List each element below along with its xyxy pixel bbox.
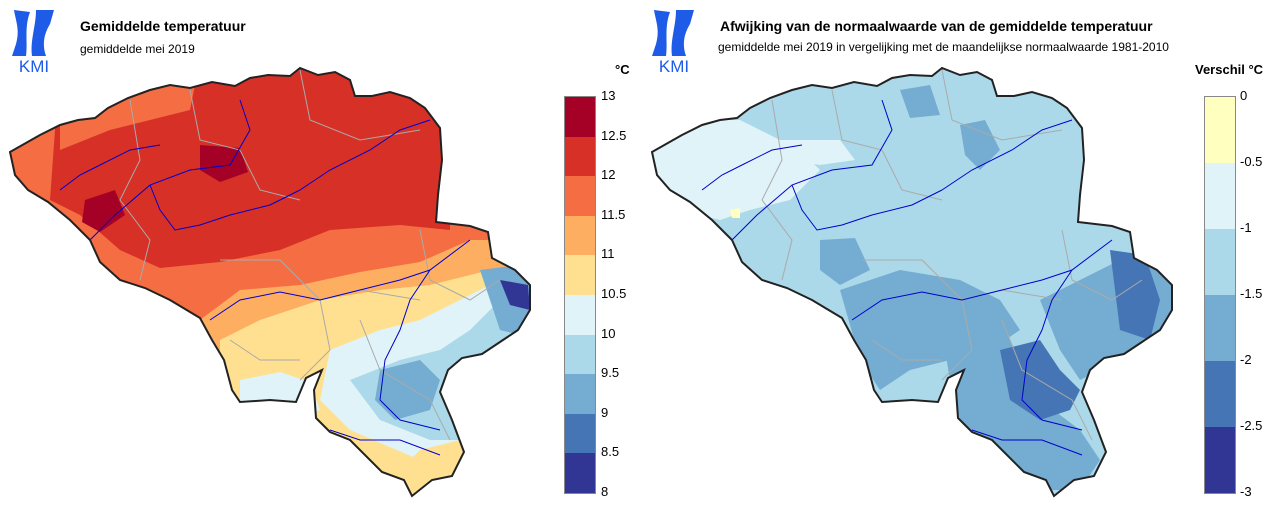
legend-tick-label: 10.5 xyxy=(601,286,627,301)
legend-tick-label: 11.5 xyxy=(601,206,626,222)
legend-tick-label: 13 xyxy=(601,88,616,103)
legend-tick-label: 8.5 xyxy=(601,444,620,460)
legend-tick-label: -2 xyxy=(1240,352,1252,367)
legend-unit: Verschil °C xyxy=(1195,62,1264,77)
legend-swatch xyxy=(565,136,595,177)
legend-tick-label: 0 xyxy=(1240,88,1248,103)
legend-tick-label: 9 xyxy=(601,404,609,420)
legend-swatch xyxy=(1205,361,1235,427)
country-border xyxy=(8,66,531,498)
logo-text: KMI xyxy=(659,57,689,74)
legend-tick-label: 8 xyxy=(601,484,609,499)
map-title: Gemiddelde temperatuur xyxy=(80,18,246,34)
kmi-logo: KMI xyxy=(6,4,62,76)
legend-swatch xyxy=(565,413,595,454)
legend-tick-label: -1 xyxy=(1240,220,1252,235)
kmi-logo: KMI xyxy=(646,4,702,76)
belgium-temperature-map xyxy=(8,66,531,498)
legend-tick-label: 9.5 xyxy=(601,365,620,381)
legend-tick-label: -1.5 xyxy=(1240,286,1263,301)
legend-swatch xyxy=(565,374,595,414)
legend-swatch xyxy=(565,176,595,216)
country-border xyxy=(650,66,1173,498)
anomaly-map-panel: KMI Afwijking van de normaalwaarde van d… xyxy=(640,0,1280,507)
map-subtitle: gemiddelde mei 2019 xyxy=(80,42,195,56)
map-subtitle: gemiddelde mei 2019 in vergelijking met … xyxy=(718,40,1169,54)
legend-tick-label: 10 xyxy=(601,325,616,341)
legend-tick-label: 12.5 xyxy=(601,127,627,143)
legend-swatch xyxy=(565,453,595,493)
legend-swatch xyxy=(565,255,595,295)
logo-text: KMI xyxy=(19,57,49,74)
legend-tick-label: -2.5 xyxy=(1240,418,1263,433)
belgium-anomaly-map xyxy=(650,66,1173,498)
legend-swatch xyxy=(565,294,595,335)
legend-swatch xyxy=(1205,97,1235,163)
map-title: Afwijking van de normaalwaarde van de ge… xyxy=(720,18,1153,34)
legend-swatch xyxy=(565,215,595,256)
legend-tick-label: 12 xyxy=(601,167,616,183)
temperature-map-panel: KMI Gemiddelde temperatuur gemiddelde me… xyxy=(6,4,630,499)
legend-tick-label: -0.5 xyxy=(1240,154,1263,169)
legend-swatch xyxy=(1205,427,1235,493)
color-legend xyxy=(564,96,596,494)
color-legend xyxy=(1204,96,1236,494)
legend-swatch xyxy=(1205,163,1235,229)
legend-swatch xyxy=(1205,295,1235,361)
legend-swatch xyxy=(1205,229,1235,295)
legend-swatch xyxy=(565,334,595,375)
legend-tick-label: -3 xyxy=(1240,484,1252,499)
legend-swatch xyxy=(565,97,595,137)
legend-tick-label: 11 xyxy=(601,246,615,262)
legend-unit: °C xyxy=(615,62,630,77)
